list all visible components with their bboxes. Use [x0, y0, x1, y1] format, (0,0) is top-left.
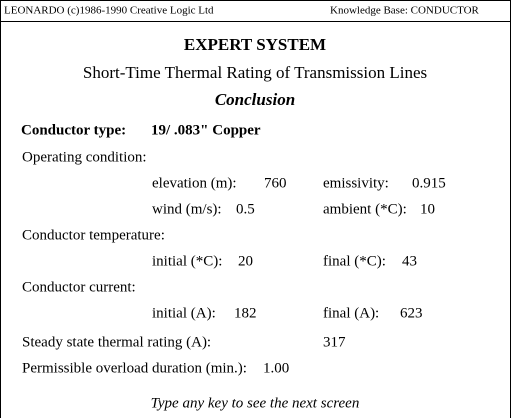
conductor-type-value: 19/ .083" Copper	[151, 122, 261, 138]
value: 317	[323, 334, 346, 350]
value: 0.5	[236, 201, 255, 217]
heading: Operating condition:	[22, 149, 147, 165]
value: 20	[238, 253, 253, 269]
label: wind (m/s):	[152, 201, 222, 217]
value: 0.915	[412, 175, 446, 191]
section: Conclusion	[215, 90, 295, 109]
label: initial (A):	[152, 305, 216, 321]
subtitle: Short-Time Thermal Rating of Transmissio…	[83, 63, 427, 82]
value: 760	[264, 175, 287, 191]
value: 623	[400, 305, 423, 321]
value: 182	[234, 305, 257, 321]
footer-prompt: Type any key to see the next screen	[151, 395, 360, 411]
label: Steady state thermal rating (A):	[22, 334, 211, 350]
title: EXPERT SYSTEM	[184, 35, 326, 54]
label: final (*C):	[323, 253, 386, 269]
header-right: Knowledge Base: CONDUCTOR	[330, 5, 480, 17]
label: Permissible overload duration (min.):	[22, 360, 247, 376]
value: 10	[420, 201, 435, 217]
label: final (A):	[323, 305, 379, 321]
label: emissivity:	[323, 175, 389, 191]
label: elevation (m):	[152, 175, 237, 191]
value: 43	[402, 253, 417, 269]
label: ambient (*C):	[323, 201, 407, 217]
heading: Conductor temperature:	[22, 227, 165, 243]
value: 1.00	[263, 360, 289, 376]
header-left: LEONARDO (c)1986-1990 Creative Logic Ltd	[4, 5, 214, 17]
label: initial (*C):	[152, 253, 222, 269]
heading: Conductor current:	[22, 279, 136, 295]
conductor-type-label: Conductor type:	[21, 122, 126, 138]
